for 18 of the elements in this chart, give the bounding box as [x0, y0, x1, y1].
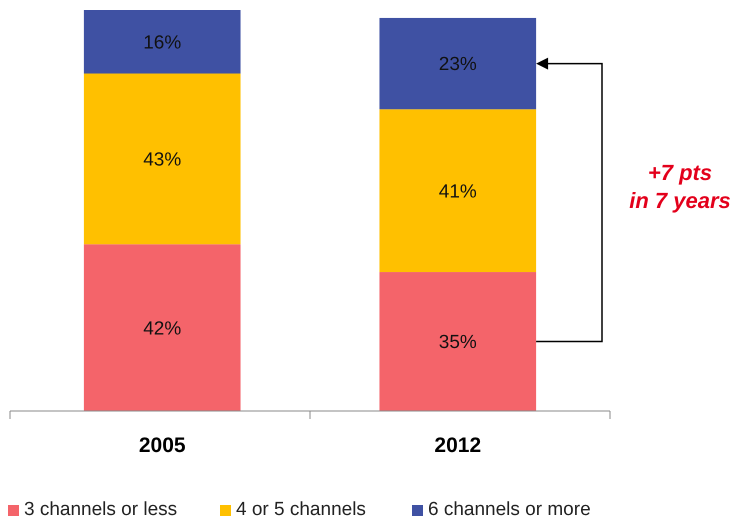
- text: +7 pts in 7 years: [629, 160, 731, 213]
- bar: [84, 74, 241, 244]
- bar: [379, 109, 536, 272]
- data-label: 35%: [438, 332, 477, 354]
- legend-label: 4 or 5 channels: [236, 499, 366, 520]
- data-label: 16%: [143, 32, 182, 54]
- data-label: 43%: [143, 150, 182, 171]
- data-label: 42%: [143, 318, 182, 340]
- bar: [84, 244, 241, 411]
- bar: [84, 10, 241, 74]
- data-label: 23%: [438, 54, 477, 76]
- legend-label: 6 channels or more: [428, 499, 591, 520]
- x-tick-label: 2005: [138, 434, 186, 457]
- data-label: 41%: [438, 181, 477, 202]
- legend-label: 3 channels or less: [24, 499, 178, 520]
- bar: [379, 18, 536, 110]
- bar: [379, 272, 536, 411]
- x-tick-label: 2012: [434, 434, 482, 457]
